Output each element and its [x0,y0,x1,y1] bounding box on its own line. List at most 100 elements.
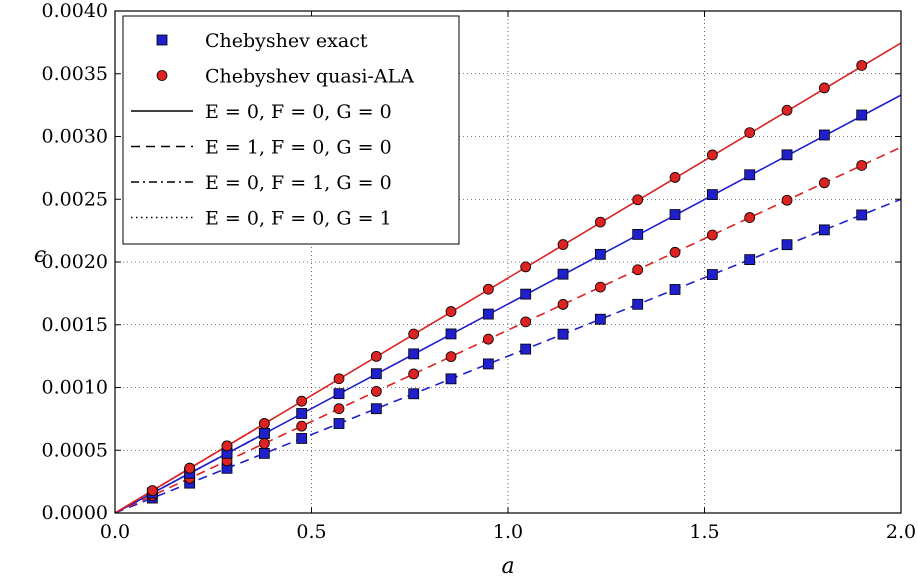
y-tick-label: 0.0030 [42,126,108,148]
data-point-exact [408,388,420,400]
data-point-exact [445,328,457,340]
y-tick-label: 0.0040 [42,0,108,22]
x-tick-label: 0.5 [296,521,326,543]
y-tick-label: 0.0010 [42,377,108,399]
series-line-ala-dotted [115,418,273,513]
data-point-exact [296,408,308,419]
data-point-ala [706,149,718,161]
data-point-ala [744,127,756,139]
grid [115,11,901,513]
data-point-ala [520,261,532,273]
data-point-ala [445,351,457,363]
y-tick-label: 0.0000 [42,502,108,524]
legend-label: Chebyshev quasi-ALA [205,66,414,88]
legend-label: E = 1, F = 0, G = 0 [205,137,392,159]
data-point-exact [258,447,270,459]
data-point-exact [594,248,606,260]
data-point-ala [408,328,420,340]
data-point-exact [856,109,868,121]
data-point-exact [296,433,308,444]
data-point-ala [370,350,382,362]
legend-box [122,15,460,245]
x-tick-label: 2.0 [886,521,916,543]
data-point-ala [632,264,644,276]
data-point-ala [482,333,494,345]
data-point-ala [146,485,158,497]
data-point-exact [818,224,830,236]
data-point-exact [520,288,532,300]
data-point-exact [258,428,270,439]
x-tick-label: 1.0 [493,521,523,543]
data-point-exact [781,149,793,161]
data-point-exact [370,403,382,415]
data-point-exact [594,313,606,325]
data-point-exact [333,388,345,400]
data-point-exact [557,328,569,340]
data-point-ala [669,246,681,258]
data-point-exact [632,298,644,310]
data-point-ala [594,281,606,293]
data-point-exact [706,189,718,201]
series-lines [115,42,901,513]
data-point-ala [856,160,868,171]
data-point-ala [370,385,382,397]
series-markers [146,60,868,504]
y-tick-label: 0.0025 [42,188,108,210]
data-point-exact [482,308,494,320]
data-point-ala [184,462,196,474]
y-tick-label: 0.0020 [42,251,108,273]
data-point-exact [408,348,420,360]
y-tick-label: 0.0015 [42,314,108,336]
data-point-exact [632,228,644,240]
y-tick-label: 0.0005 [42,439,108,461]
data-point-ala [669,172,681,183]
data-point-ala [557,299,569,310]
data-point-exact [520,343,532,355]
data-point-exact [482,358,494,370]
data-point-exact [744,254,756,266]
legend-label: E = 0, F = 0, G = 0 [205,101,392,123]
legend-handle-square [156,34,168,46]
x-tick-label: 0.0 [100,521,130,543]
x-tick-label: 1.5 [689,521,719,543]
data-point-ala [594,216,606,228]
data-point-ala [744,212,756,223]
data-point-ala [296,395,308,407]
data-point-ala [408,368,420,380]
data-point-ala [818,177,830,189]
data-point-ala [632,194,644,206]
data-point-exact [557,268,569,280]
data-point-exact [744,169,756,181]
data-point-ala [520,316,532,328]
axis-ticks: 0.0 0.5 1.0 1.5 2.0 0.0000 0.0005 0.0010 0.0015 0… [42,0,917,543]
data-point-ala [781,194,793,206]
series-line-exact-dashdot [115,428,273,513]
data-point-ala [296,420,308,432]
data-point-exact [669,209,681,220]
legend-handle-circle [156,70,168,81]
data-point-exact [856,209,868,221]
data-point-ala [221,440,233,452]
data-point-exact [370,368,382,380]
data-point-exact [445,373,457,385]
data-point-ala [258,438,270,449]
data-point-ala [333,373,345,385]
y-axis-label: ϵ [34,243,46,268]
legend-label: E = 0, F = 1, G = 0 [205,172,392,194]
series-line-ala-dashed [115,146,901,513]
data-point-ala [258,418,270,429]
series-line-ala-solid [115,42,901,513]
data-point-ala [818,82,830,94]
data-point-exact [781,239,793,251]
data-point-exact [706,269,718,280]
legend: Chebyshev exact Chebyshev quasi-ALA E = 0,… [122,15,460,245]
data-point-exact [818,129,830,141]
y-tick-label: 0.0035 [42,63,108,85]
data-point-ala [445,306,457,317]
data-point-ala [482,283,494,295]
data-point-ala [557,239,569,250]
data-point-ala [706,229,718,241]
series-line-exact-dashed [115,198,901,513]
legend-label: Chebyshev exact [205,30,368,52]
